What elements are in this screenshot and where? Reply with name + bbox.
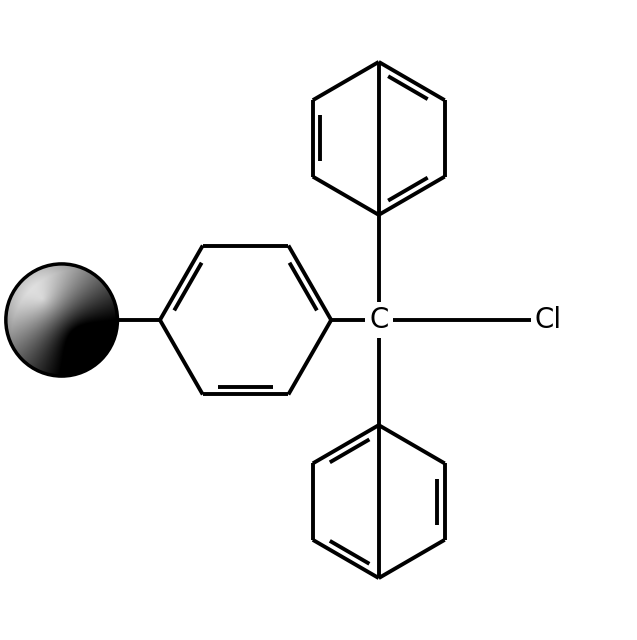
Text: Cl: Cl xyxy=(534,306,561,334)
Text: C: C xyxy=(369,306,389,334)
